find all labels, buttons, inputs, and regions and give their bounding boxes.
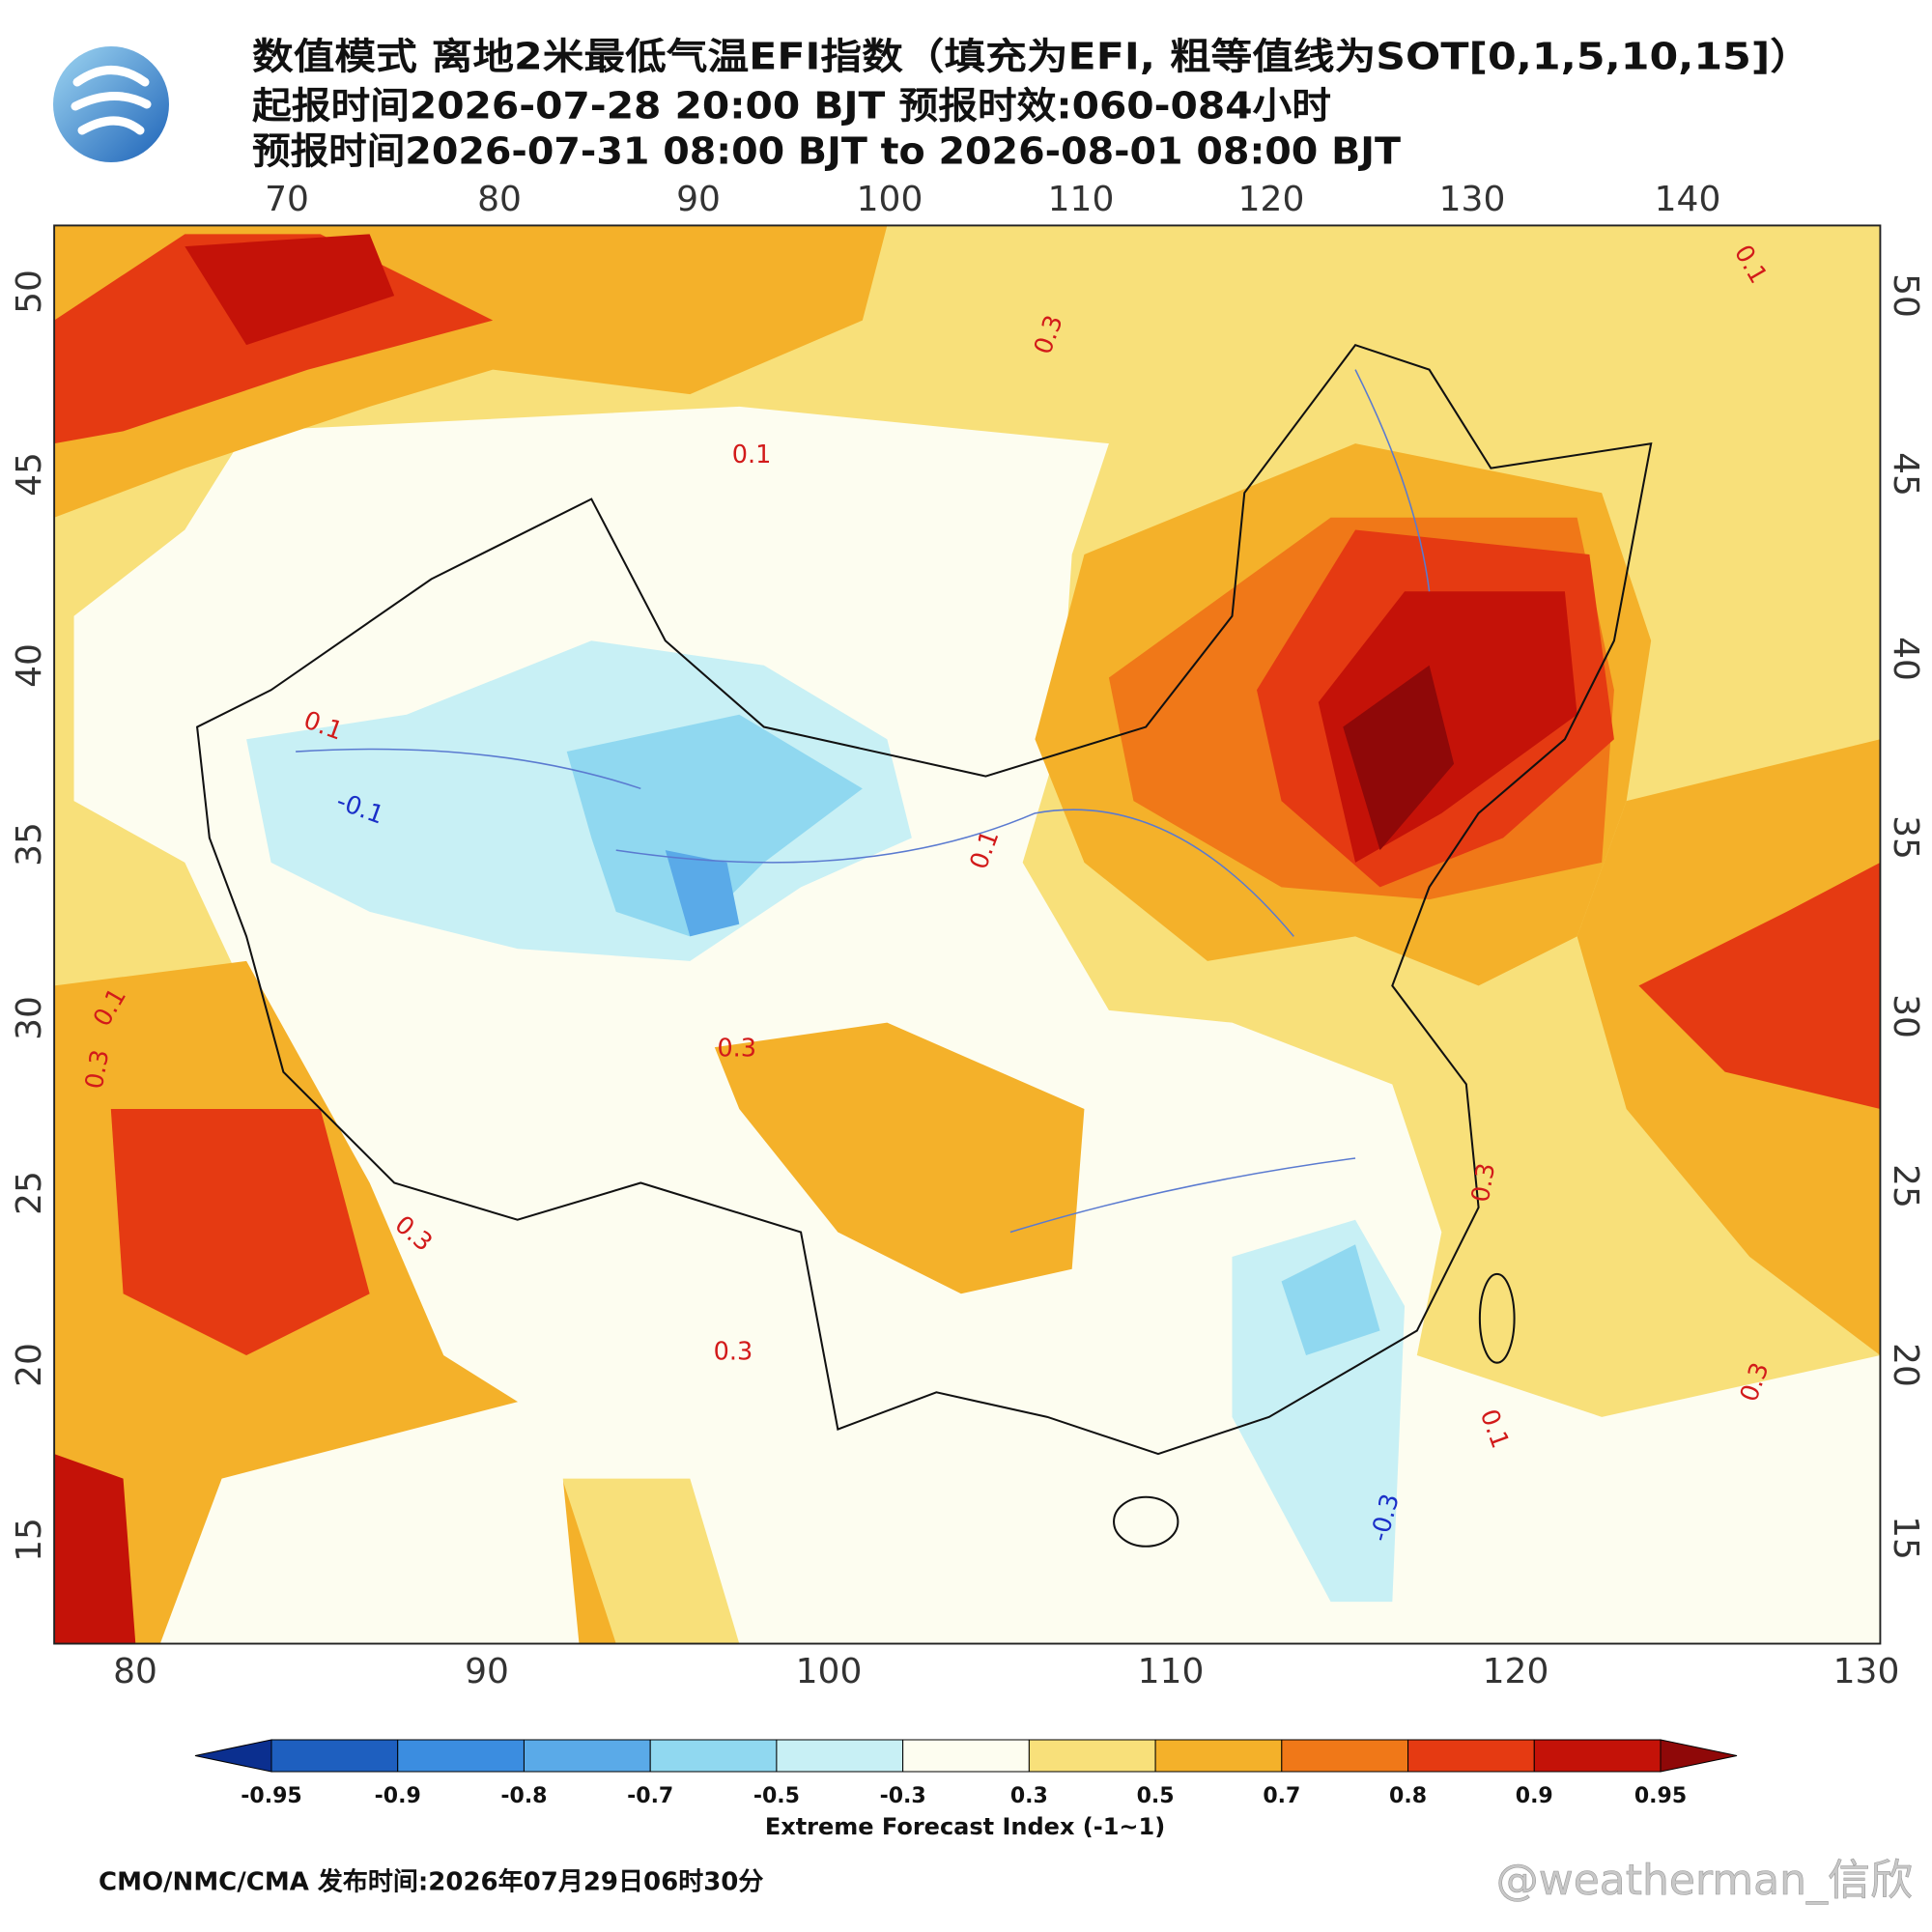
lon-label: 130: [1833, 1652, 1900, 1691]
colorbar-arrow: [1660, 1739, 1738, 1773]
title-line: 预报时间2026-07-31 08:00 BJT to 2026-08-01 0…: [252, 130, 1401, 173]
lat-label: 20: [1886, 1343, 1925, 1387]
lon-label: 120: [1483, 1652, 1549, 1691]
colorbar-tick-label: 0.7: [1263, 1784, 1300, 1808]
footer-source: CMO/NMC/CMA 发布时间:2026年07月29日06时30分: [99, 1867, 763, 1897]
colorbar-swatch: [523, 1739, 651, 1773]
colorbar-tick-label: 0.95: [1634, 1784, 1687, 1808]
lon-label: 110: [1048, 180, 1115, 219]
colorbar-swatch: [397, 1739, 525, 1773]
lat-label: 20: [10, 1343, 49, 1387]
lon-label: 100: [796, 1652, 863, 1691]
colorbar-tick-label: 0.3: [1010, 1784, 1048, 1808]
lat-label: 45: [1886, 452, 1925, 497]
logo: [53, 46, 169, 162]
lat-label: 40: [1886, 637, 1925, 681]
colorbar-tick-label: 0.9: [1516, 1784, 1553, 1808]
colorbar-tick-label: -0.5: [753, 1784, 800, 1808]
lon-label: 90: [465, 1652, 509, 1691]
colorbar-swatch: [270, 1739, 399, 1773]
lat-label: 30: [1886, 994, 1925, 1038]
lat-label: 30: [10, 996, 49, 1040]
lat-label: 35: [1886, 815, 1925, 860]
contour-label: 0.3: [80, 1047, 116, 1091]
title-line: 起报时间2026-07-28 20:00 BJT 预报时效:060-084小时: [252, 85, 1331, 128]
lat-label: 50: [1886, 273, 1925, 318]
colorbar-tick-label: 0.5: [1137, 1784, 1175, 1808]
lat-label: 35: [10, 822, 49, 867]
colorbar-arrow: [194, 1739, 272, 1773]
colorbar-swatch: [776, 1739, 904, 1773]
colorbar-swatch: [902, 1739, 1030, 1773]
watermark: @weatherman_信欣: [1496, 1856, 1913, 1905]
colorbar-swatch: [1281, 1739, 1409, 1773]
lon-label: 80: [113, 1652, 157, 1691]
lon-label: 80: [477, 180, 522, 219]
lat-label: 50: [10, 270, 49, 314]
colorbar-swatch: [1154, 1739, 1283, 1773]
lon-label: 120: [1238, 180, 1305, 219]
lat-label: 15: [1886, 1516, 1925, 1560]
colorbar-tick-label: -0.95: [241, 1784, 301, 1808]
contour-label: 0.1: [732, 440, 772, 469]
colorbar-tick-label: -0.3: [880, 1784, 926, 1808]
lon-label: 90: [676, 180, 721, 219]
colorbar-tick-label: -0.7: [627, 1784, 673, 1808]
contour-label: 0.3: [1466, 1161, 1502, 1205]
colorbar-tick-label: -0.8: [500, 1784, 547, 1808]
colorbar-label: Extreme Forecast Index (-1~1): [765, 1813, 1165, 1840]
title-line: 数值模式 离地2米最低气温EFI指数（填充为EFI, 粗等值线为SOT[0,1,…: [252, 36, 1811, 78]
contour-label: 0.3: [717, 1035, 756, 1064]
lat-label: 15: [10, 1518, 49, 1562]
lon-label: 100: [857, 180, 923, 219]
colorbar-swatch: [1028, 1739, 1156, 1773]
lon-label: 70: [265, 180, 309, 219]
lat-label: 25: [10, 1171, 49, 1215]
lon-label: 130: [1439, 180, 1506, 219]
lat-label: 45: [10, 452, 49, 497]
colorbar-swatch: [1407, 1739, 1535, 1773]
map: 0.10.30.1-0.10.30.30.10.30.1-0.30.30.10.…: [53, 224, 1882, 1645]
lat-label: 25: [1886, 1164, 1925, 1208]
colorbar-tick-label: -0.9: [375, 1784, 421, 1808]
colorbar-swatch: [649, 1739, 778, 1773]
contour-label: 0.3: [714, 1337, 753, 1366]
colorbar-swatch: [1533, 1739, 1662, 1773]
lon-label: 140: [1655, 180, 1721, 219]
colorbar-tick-label: 0.8: [1389, 1784, 1427, 1808]
lon-label: 110: [1138, 1652, 1205, 1691]
lat-label: 40: [10, 643, 49, 688]
